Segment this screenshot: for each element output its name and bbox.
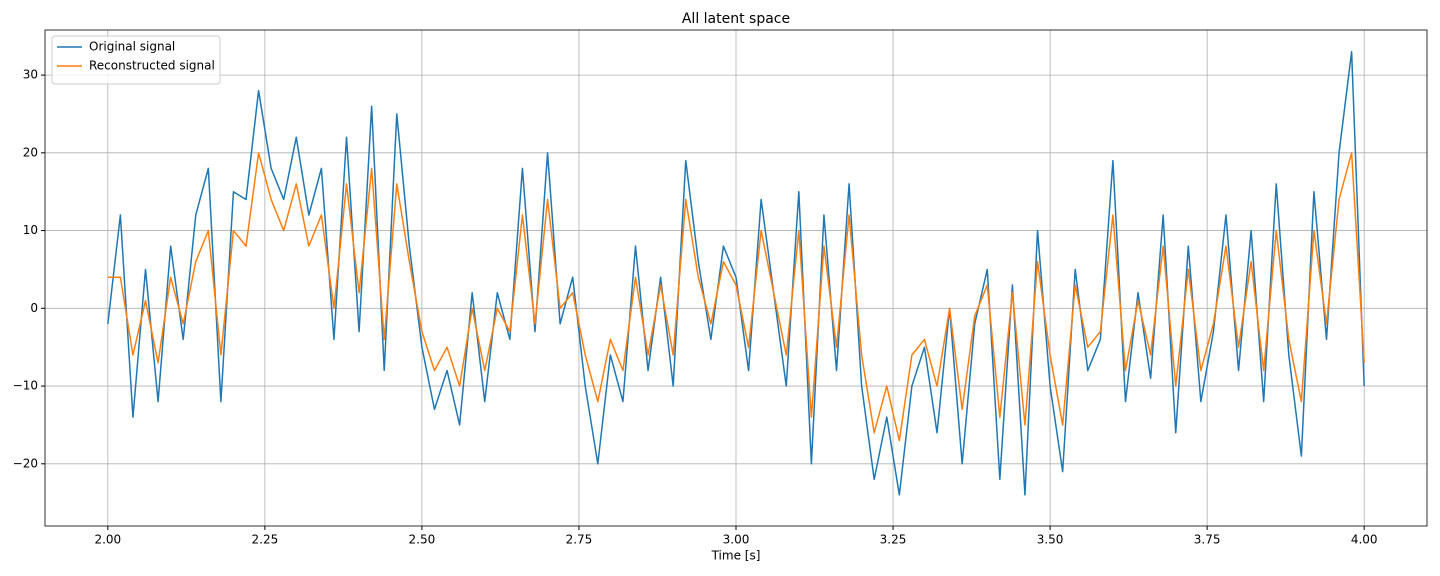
legend-label: Reconstructed signal [89,59,215,73]
x-tick-label: 3.25 [880,533,907,547]
y-tick-label: 0 [30,301,38,315]
series-line [107,152,1365,442]
y-tick-label: 10 [23,223,38,237]
y-tick-label: 30 [23,68,38,82]
x-tick-label: 3.00 [723,533,750,547]
x-tick-label: 2.25 [252,533,279,547]
y-tick-label: −20 [13,456,38,470]
x-tick-label: 3.75 [1194,533,1221,547]
y-tick-label: −10 [13,379,38,393]
x-tick-label: 2.50 [409,533,436,547]
x-tick-label: 3.50 [1037,533,1064,547]
legend-label: Original signal [89,40,175,54]
x-tick-label: 4.00 [1351,533,1378,547]
legend-box [51,35,221,85]
x-tick-label: 2.00 [94,533,121,547]
x-axis-label: Time [s] [711,549,761,563]
plot-frame [44,29,1428,527]
legend: Original signal Reconstructed signal [51,35,221,85]
chart-title: All latent space [682,11,790,27]
y-tick-label: 20 [23,145,38,159]
x-tick-label: 2.75 [566,533,593,547]
